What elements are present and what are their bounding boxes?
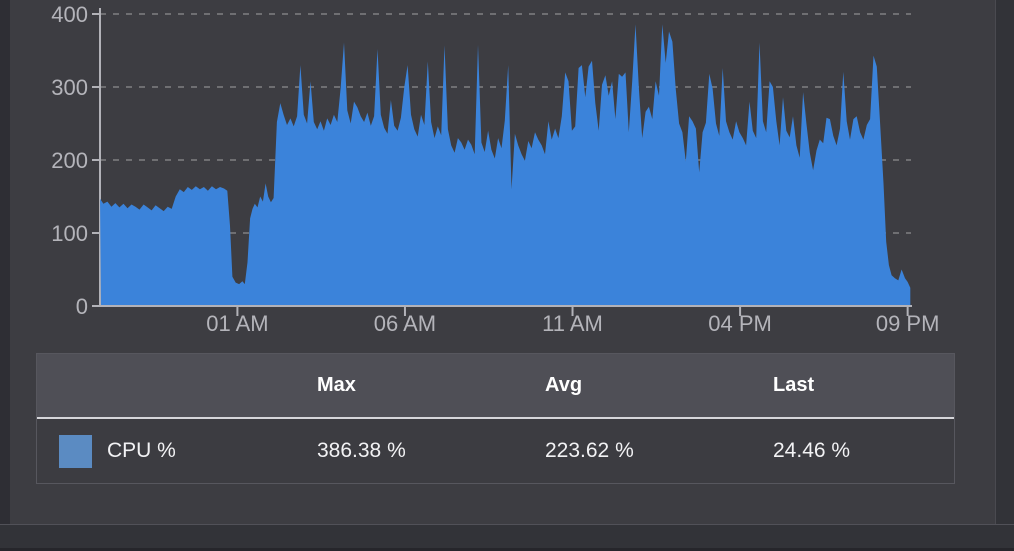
series-label: CPU % — [107, 439, 176, 462]
series-stats-table: Max Avg Last CPU % 386.38 % 223.62 % 24.… — [36, 353, 955, 484]
y-tick-label-200: 200 — [51, 148, 88, 173]
cpu-last-value: 24.46 % — [773, 439, 851, 462]
stats-header-max: Max — [317, 374, 356, 396]
y-tick-label-400: 400 — [51, 2, 88, 27]
x-tick-label-01 AM: 01 AM — [206, 311, 268, 336]
stats-table-row-cpu[interactable]: CPU % 386.38 % 223.62 % 24.46 % — [37, 419, 954, 483]
y-tick-label-100: 100 — [51, 221, 88, 246]
x-tick-label-04 PM: 04 PM — [708, 311, 772, 336]
bottom-dark-strip — [0, 548, 1014, 551]
x-tick-label-11 AM: 11 AM — [542, 311, 603, 336]
series-legend-cell: CPU % — [37, 434, 311, 468]
cpu-area-path — [100, 24, 911, 305]
cpu-series-area — [100, 24, 911, 305]
stats-header-avg: Avg — [545, 374, 583, 396]
bottom-band — [0, 524, 1014, 548]
cpu-avg-value: 223.62 % — [545, 439, 634, 462]
right-edge-strip — [995, 0, 1014, 551]
cpu-max-value: 386.38 % — [317, 439, 406, 462]
y-tick-label-300: 300 — [51, 75, 88, 100]
left-edge-strip — [0, 0, 10, 551]
stats-table-header-row: Max Avg Last — [37, 354, 954, 419]
cpu-legend-swatch — [59, 434, 92, 468]
cpu-usage-area-chart: 0 100 200 300 400 01 AM 06 AM 11 AM 04 PM 09 PM — [51, 2, 939, 336]
y-tick-label-0: 0 — [76, 294, 88, 319]
x-tick-label-06 AM: 06 AM — [374, 311, 436, 336]
chart-axis-ticks — [92, 13, 909, 316]
chart-axes — [99, 8, 912, 307]
stats-header-last: Last — [773, 374, 815, 396]
chart-axis-labels: 0 100 200 300 400 01 AM 06 AM 11 AM 04 PM 09 PM — [51, 2, 939, 336]
x-tick-label-09 PM: 09 PM — [876, 311, 940, 336]
